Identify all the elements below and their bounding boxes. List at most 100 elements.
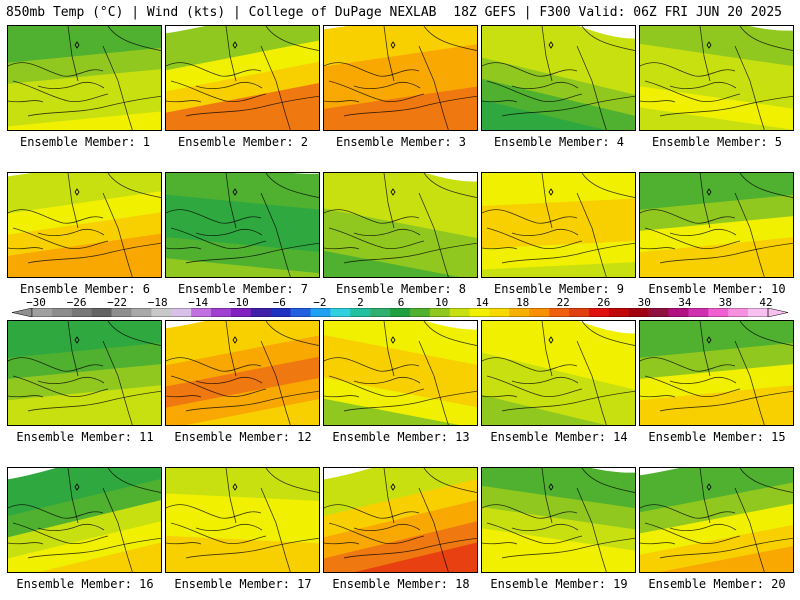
map-outline bbox=[12, 375, 109, 398]
map-outline bbox=[482, 100, 518, 103]
map-outline bbox=[185, 95, 319, 117]
map-outline bbox=[739, 173, 793, 198]
ensemble-panel-3 bbox=[323, 25, 478, 131]
map-outline bbox=[260, 192, 291, 277]
map-outline bbox=[511, 523, 579, 532]
temperature-band bbox=[8, 26, 161, 63]
colorbar-tick-label: 22 bbox=[556, 296, 570, 309]
map-outline bbox=[659, 537, 793, 559]
ensemble-panel-6 bbox=[7, 172, 162, 278]
colorbar-swatch bbox=[489, 308, 510, 317]
colorbar-swatch bbox=[449, 308, 470, 317]
temperature-band bbox=[324, 321, 477, 365]
map-outline bbox=[37, 376, 105, 385]
map-outline bbox=[423, 321, 477, 346]
map-outline bbox=[734, 340, 765, 425]
map-outline bbox=[265, 26, 319, 51]
colorbar-swatch bbox=[151, 308, 172, 317]
ensemble-panel-15 bbox=[639, 320, 794, 426]
map-outline bbox=[67, 321, 79, 377]
city-marker-icon bbox=[390, 336, 396, 344]
colorbar-swatch bbox=[91, 308, 112, 317]
map-outline bbox=[265, 173, 319, 198]
ensemble-member-caption: Ensemble Member: 7 bbox=[177, 282, 309, 296]
map-outline bbox=[8, 100, 44, 103]
map-outline bbox=[185, 242, 319, 264]
temperature-map bbox=[8, 321, 161, 425]
map-outline bbox=[423, 468, 477, 493]
ensemble-panel-17 bbox=[165, 467, 320, 573]
ensemble-member-caption: Ensemble Member: 3 bbox=[335, 135, 467, 149]
map-outline bbox=[343, 537, 477, 559]
map-outline bbox=[8, 542, 44, 545]
colorbar-swatch bbox=[191, 308, 212, 317]
ensemble-panel-8 bbox=[323, 172, 478, 278]
map-outline bbox=[8, 357, 104, 372]
colorbar-swatch bbox=[270, 308, 291, 317]
colorbar-tick-label: 38 bbox=[718, 296, 733, 309]
temperature-map bbox=[166, 468, 319, 572]
temperature-map bbox=[482, 173, 635, 277]
city-marker-icon bbox=[232, 483, 238, 491]
map-outline bbox=[486, 522, 583, 545]
map-outline bbox=[324, 357, 420, 372]
ensemble-panel-5 bbox=[639, 25, 794, 131]
temperature-band bbox=[640, 321, 793, 358]
map-outline bbox=[166, 542, 202, 545]
colorbar-swatch bbox=[330, 308, 351, 317]
temperature-band bbox=[482, 26, 635, 74]
colorbar-tick-label: −26 bbox=[66, 296, 87, 309]
temperature-map bbox=[324, 321, 477, 425]
map-outline bbox=[383, 173, 395, 229]
colorbar-tick-label: 10 bbox=[434, 296, 449, 309]
map-outline bbox=[102, 340, 133, 425]
map-outline bbox=[107, 173, 161, 198]
map-outline bbox=[644, 227, 741, 250]
map-outline bbox=[328, 375, 425, 398]
map-outline bbox=[343, 242, 477, 264]
temperature-band bbox=[482, 321, 635, 369]
map-outline bbox=[581, 26, 635, 51]
map-outline bbox=[734, 192, 765, 277]
colorbar-swatch bbox=[688, 308, 709, 317]
map-outline bbox=[699, 321, 711, 377]
city-marker-icon bbox=[390, 41, 396, 49]
colorbar-swatch bbox=[250, 308, 271, 317]
map-outline bbox=[423, 26, 477, 51]
temperature-band bbox=[166, 468, 319, 501]
map-outline bbox=[67, 173, 79, 229]
map-outline bbox=[324, 100, 360, 103]
map-outline bbox=[576, 487, 607, 572]
temperature-map bbox=[166, 26, 319, 130]
map-outline bbox=[328, 522, 425, 545]
ensemble-panel-12 bbox=[165, 320, 320, 426]
city-marker-icon bbox=[706, 41, 712, 49]
city-marker-icon bbox=[706, 336, 712, 344]
city-marker-icon bbox=[706, 188, 712, 196]
ensemble-member-caption: Ensemble Member: 8 bbox=[335, 282, 467, 296]
city-marker-icon bbox=[548, 41, 554, 49]
map-outline bbox=[511, 376, 579, 385]
ensemble-panel-11 bbox=[7, 320, 162, 426]
map-outline bbox=[482, 395, 518, 398]
map-outline bbox=[659, 95, 793, 117]
ensemble-member-caption: Ensemble Member: 20 bbox=[648, 577, 786, 591]
map-outline bbox=[107, 321, 161, 346]
map-outline bbox=[27, 537, 161, 559]
colorbar-swatch bbox=[728, 308, 749, 317]
map-outline bbox=[170, 522, 267, 545]
map-outline bbox=[195, 376, 263, 385]
map-outline bbox=[640, 542, 676, 545]
ensemble-panel-10 bbox=[639, 172, 794, 278]
map-outline bbox=[581, 173, 635, 198]
map-outline bbox=[324, 247, 360, 250]
colorbar-tick-label: −22 bbox=[107, 296, 128, 309]
colorbar-tick-label: −6 bbox=[272, 296, 286, 309]
map-outline bbox=[640, 504, 736, 519]
map-outline bbox=[734, 487, 765, 572]
temperature-band bbox=[166, 321, 319, 366]
colorbar-swatch bbox=[230, 308, 252, 317]
city-marker-icon bbox=[74, 483, 80, 491]
temperature-band bbox=[640, 26, 793, 67]
ensemble-panel-16 bbox=[7, 467, 162, 573]
